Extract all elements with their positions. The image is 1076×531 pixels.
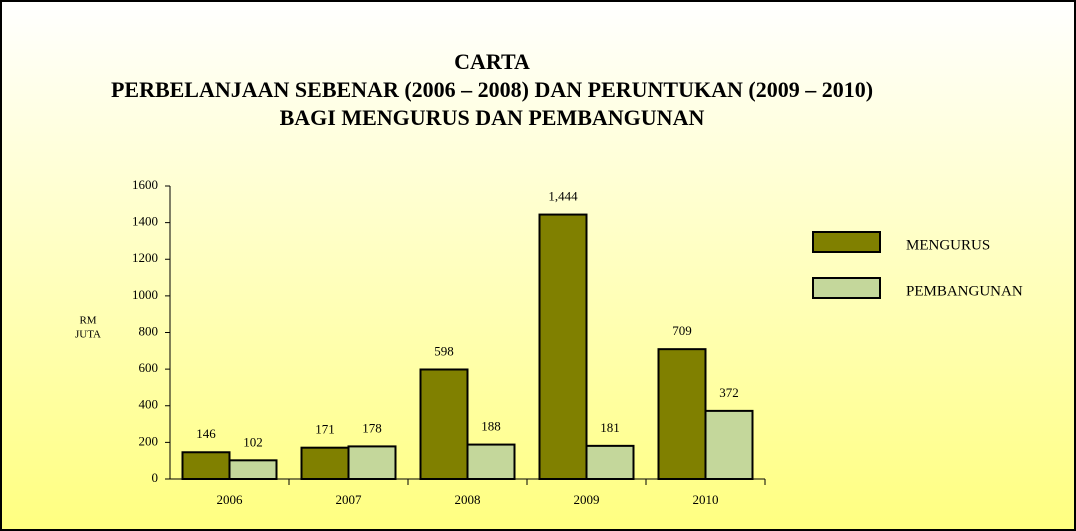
data-label: 171 bbox=[315, 422, 335, 437]
y-tick-label: 1200 bbox=[132, 250, 158, 265]
chart-title: PERBELANJAAN SEBENAR (2006 – 2008) DAN P… bbox=[111, 77, 873, 102]
y-axis-label: JUTA bbox=[75, 329, 101, 341]
data-label: 709 bbox=[672, 323, 692, 338]
data-label: 188 bbox=[481, 419, 501, 434]
y-tick-label: 800 bbox=[139, 323, 159, 338]
bar bbox=[585, 444, 635, 480]
bar bbox=[657, 348, 707, 480]
data-label: 181 bbox=[600, 420, 620, 435]
chart-title: BAGI MENGURUS DAN PEMBANGUNAN bbox=[280, 105, 705, 130]
y-axis-label: RM bbox=[79, 315, 96, 327]
bar bbox=[300, 446, 350, 481]
data-label: 1,444 bbox=[548, 189, 578, 204]
data-label: 598 bbox=[434, 343, 454, 358]
y-tick-label: 1600 bbox=[132, 177, 158, 192]
y-tick-label: 1000 bbox=[132, 287, 158, 302]
x-tick-label: 2009 bbox=[574, 492, 600, 507]
bar bbox=[347, 445, 397, 480]
bar bbox=[704, 409, 754, 480]
x-tick-label: 2007 bbox=[336, 492, 363, 507]
legend-label: PEMBANGUNAN bbox=[906, 283, 1023, 299]
data-label: 372 bbox=[719, 385, 739, 400]
data-label: 178 bbox=[362, 420, 382, 435]
bar bbox=[181, 451, 231, 481]
bar bbox=[538, 213, 588, 480]
bar bbox=[228, 459, 278, 481]
legend-label: MENGURUS bbox=[906, 237, 990, 253]
chart-title: CARTA bbox=[454, 49, 530, 74]
bar bbox=[466, 443, 516, 481]
legend-swatch bbox=[812, 277, 881, 299]
y-tick-label: 400 bbox=[139, 397, 159, 412]
bar bbox=[419, 368, 469, 480]
y-tick-label: 0 bbox=[152, 470, 159, 485]
x-tick-label: 2010 bbox=[693, 492, 719, 507]
x-tick-label: 2008 bbox=[455, 492, 481, 507]
x-tick-label: 2006 bbox=[217, 492, 244, 507]
y-tick-label: 200 bbox=[139, 433, 159, 448]
y-tick-label: 600 bbox=[139, 360, 159, 375]
legend-swatch bbox=[812, 231, 881, 253]
data-label: 146 bbox=[196, 426, 216, 441]
y-tick-label: 1400 bbox=[132, 214, 158, 229]
data-label: 102 bbox=[243, 434, 263, 449]
